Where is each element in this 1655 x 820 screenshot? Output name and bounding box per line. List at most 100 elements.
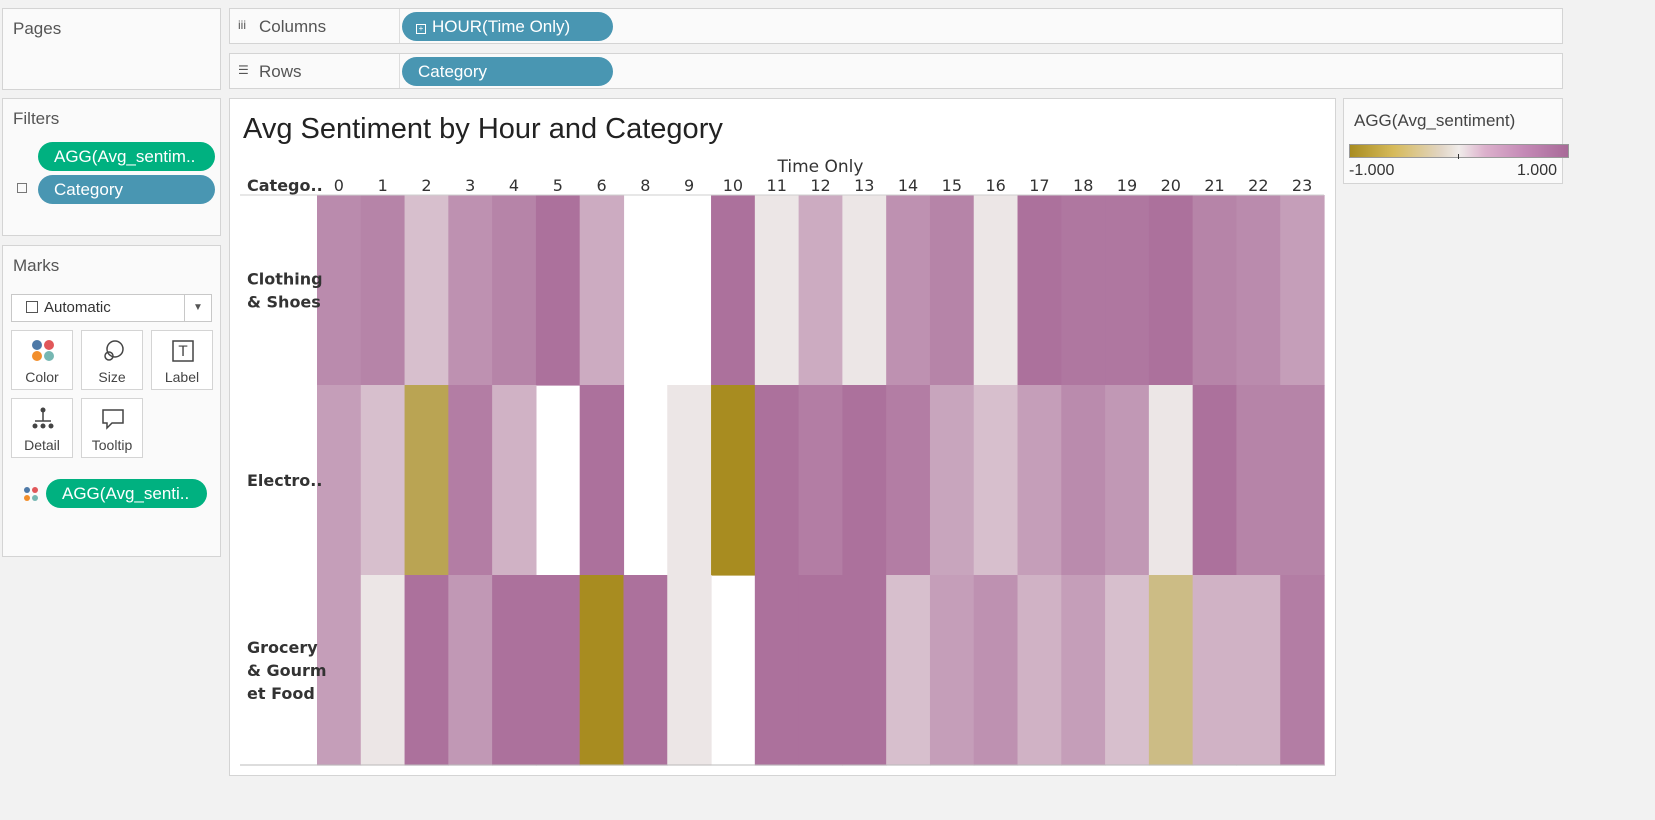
legend-title: AGG(Avg_sentiment) bbox=[1354, 111, 1516, 130]
x-tick-label: 20 bbox=[1161, 176, 1181, 195]
heatmap-cell bbox=[1236, 385, 1281, 576]
x-tick-label: 16 bbox=[985, 176, 1005, 195]
heatmap-cell bbox=[623, 575, 668, 766]
legend-gradient bbox=[1349, 144, 1569, 158]
x-tick-label: 22 bbox=[1248, 176, 1268, 195]
shelf-divider bbox=[399, 9, 400, 43]
color-legend[interactable]: AGG(Avg_sentiment) -1.000 1.000 bbox=[1343, 98, 1569, 184]
heatmap-cell bbox=[1061, 385, 1106, 576]
heatmap-cell bbox=[1192, 385, 1238, 576]
label-card[interactable]: T Label bbox=[151, 330, 213, 390]
shelf-divider bbox=[399, 54, 400, 88]
svg-text:T: T bbox=[178, 344, 188, 360]
x-tick-label: 21 bbox=[1204, 176, 1224, 195]
heatmap-cell bbox=[667, 575, 712, 766]
heatmap-cell bbox=[317, 575, 362, 766]
x-tick-label: 3 bbox=[465, 176, 475, 195]
x-tick-label: 8 bbox=[640, 176, 650, 195]
rows-shelf[interactable]: ☰ Rows Category bbox=[229, 53, 1563, 89]
marks-title: Marks bbox=[13, 256, 60, 275]
legend-midpoint-tick bbox=[1458, 154, 1459, 159]
heatmap-cell bbox=[404, 195, 449, 386]
heatmap-cell bbox=[1017, 575, 1062, 766]
heatmap-cell bbox=[492, 195, 537, 386]
heatmap-cell bbox=[1280, 575, 1325, 766]
heatmap-cell bbox=[886, 195, 931, 386]
legend-min-label: -1.000 bbox=[1349, 162, 1395, 179]
legend-max-label: 1.000 bbox=[1516, 162, 1557, 179]
heatmap-cell bbox=[360, 575, 406, 766]
heatmap-cell bbox=[404, 385, 449, 576]
y-tick-label: Electro.. bbox=[247, 471, 322, 490]
category-pill[interactable]: Category bbox=[402, 57, 613, 86]
x-tick-label: 14 bbox=[898, 176, 918, 195]
heatmap-cell bbox=[1105, 195, 1150, 386]
heatmap-cell bbox=[1017, 385, 1062, 576]
heatmap-cell bbox=[448, 575, 493, 766]
chart-title: Avg Sentiment by Hour and Category bbox=[243, 113, 723, 145]
heatmap-cell bbox=[798, 575, 843, 766]
heatmap-cell bbox=[929, 385, 975, 576]
heatmap-cell bbox=[1017, 195, 1062, 386]
filter-avg-sentiment-pill[interactable]: AGG(Avg_sentim.. bbox=[38, 142, 215, 171]
hour-time-only-pill[interactable]: + HOUR(Time Only) bbox=[402, 12, 613, 41]
x-axis-header: Time Only bbox=[777, 157, 864, 177]
heatmap-cell bbox=[1236, 575, 1281, 766]
heatmap-cell bbox=[798, 195, 843, 386]
y-tick-label: Grocery & Gourm et Food bbox=[247, 638, 327, 703]
heatmap-cell bbox=[404, 575, 449, 766]
heatmap-cell bbox=[579, 385, 625, 576]
chart-panel: Avg Sentiment by Hour and Category Time … bbox=[229, 98, 1336, 776]
color-avg-sentiment-pill[interactable]: AGG(Avg_senti.. bbox=[46, 479, 207, 508]
mark-type-value: Automatic bbox=[44, 299, 111, 316]
pages-panel: Pages bbox=[2, 8, 221, 90]
heatmap-cell bbox=[579, 575, 625, 766]
tooltip-card[interactable]: Tooltip bbox=[81, 398, 143, 458]
color-card[interactable]: Color bbox=[11, 330, 73, 390]
x-tick-label: 17 bbox=[1029, 176, 1049, 195]
heatmap-cell bbox=[448, 195, 493, 386]
mark-type-dropdown[interactable]: Automatic ▼ bbox=[11, 294, 212, 322]
heatmap-cell bbox=[711, 385, 756, 576]
heatmap-cell bbox=[317, 195, 362, 386]
columns-shelf[interactable]: iii Columns + HOUR(Time Only) bbox=[229, 8, 1563, 44]
heatmap-cell bbox=[579, 195, 625, 386]
x-tick-label: 1 bbox=[378, 176, 388, 195]
detail-card[interactable]: Detail bbox=[11, 398, 73, 458]
heatmap-cell bbox=[667, 385, 712, 576]
heatmap-cell bbox=[886, 385, 931, 576]
x-tick-label: 18 bbox=[1073, 176, 1093, 195]
heatmap-cell bbox=[973, 575, 1019, 766]
x-tick-label: 23 bbox=[1292, 176, 1312, 195]
marks-panel: Marks Automatic ▼ Color Size T Label Det… bbox=[2, 245, 221, 557]
heatmap-cell bbox=[929, 575, 975, 766]
heatmap-cell bbox=[1236, 195, 1281, 386]
pages-title: Pages bbox=[13, 19, 62, 38]
heatmap-cell bbox=[842, 195, 887, 386]
heatmap-cell bbox=[1148, 385, 1194, 576]
color-icon bbox=[32, 340, 54, 361]
heatmap-cell bbox=[360, 385, 406, 576]
heatmap-cell bbox=[842, 385, 887, 576]
size-card[interactable]: Size bbox=[81, 330, 143, 390]
size-card-label: Size bbox=[98, 369, 126, 385]
heatmap-cell bbox=[492, 385, 537, 576]
x-tick-label: 12 bbox=[810, 176, 830, 195]
heatmap-cell bbox=[535, 575, 581, 766]
x-tick-label: 15 bbox=[942, 176, 962, 195]
x-tick-label: 10 bbox=[723, 176, 743, 195]
filters-title: Filters bbox=[13, 109, 60, 128]
x-tick-label: 13 bbox=[854, 176, 874, 195]
color-card-label: Color bbox=[25, 369, 59, 385]
heatmap-cell bbox=[754, 385, 800, 576]
tooltip-card-label: Tooltip bbox=[91, 437, 133, 453]
chevron-down-icon: ▼ bbox=[184, 295, 211, 321]
square-mark-icon bbox=[26, 301, 38, 313]
y-axis-header: Catego.. bbox=[247, 176, 323, 195]
filter-category-pill[interactable]: Category bbox=[38, 175, 215, 204]
heatmap-cell bbox=[1061, 575, 1106, 766]
heatmap-cell bbox=[492, 575, 537, 766]
x-tick-label: 5 bbox=[553, 176, 563, 195]
filters-panel: Filters AGG(Avg_sentim.. Category bbox=[2, 98, 221, 236]
